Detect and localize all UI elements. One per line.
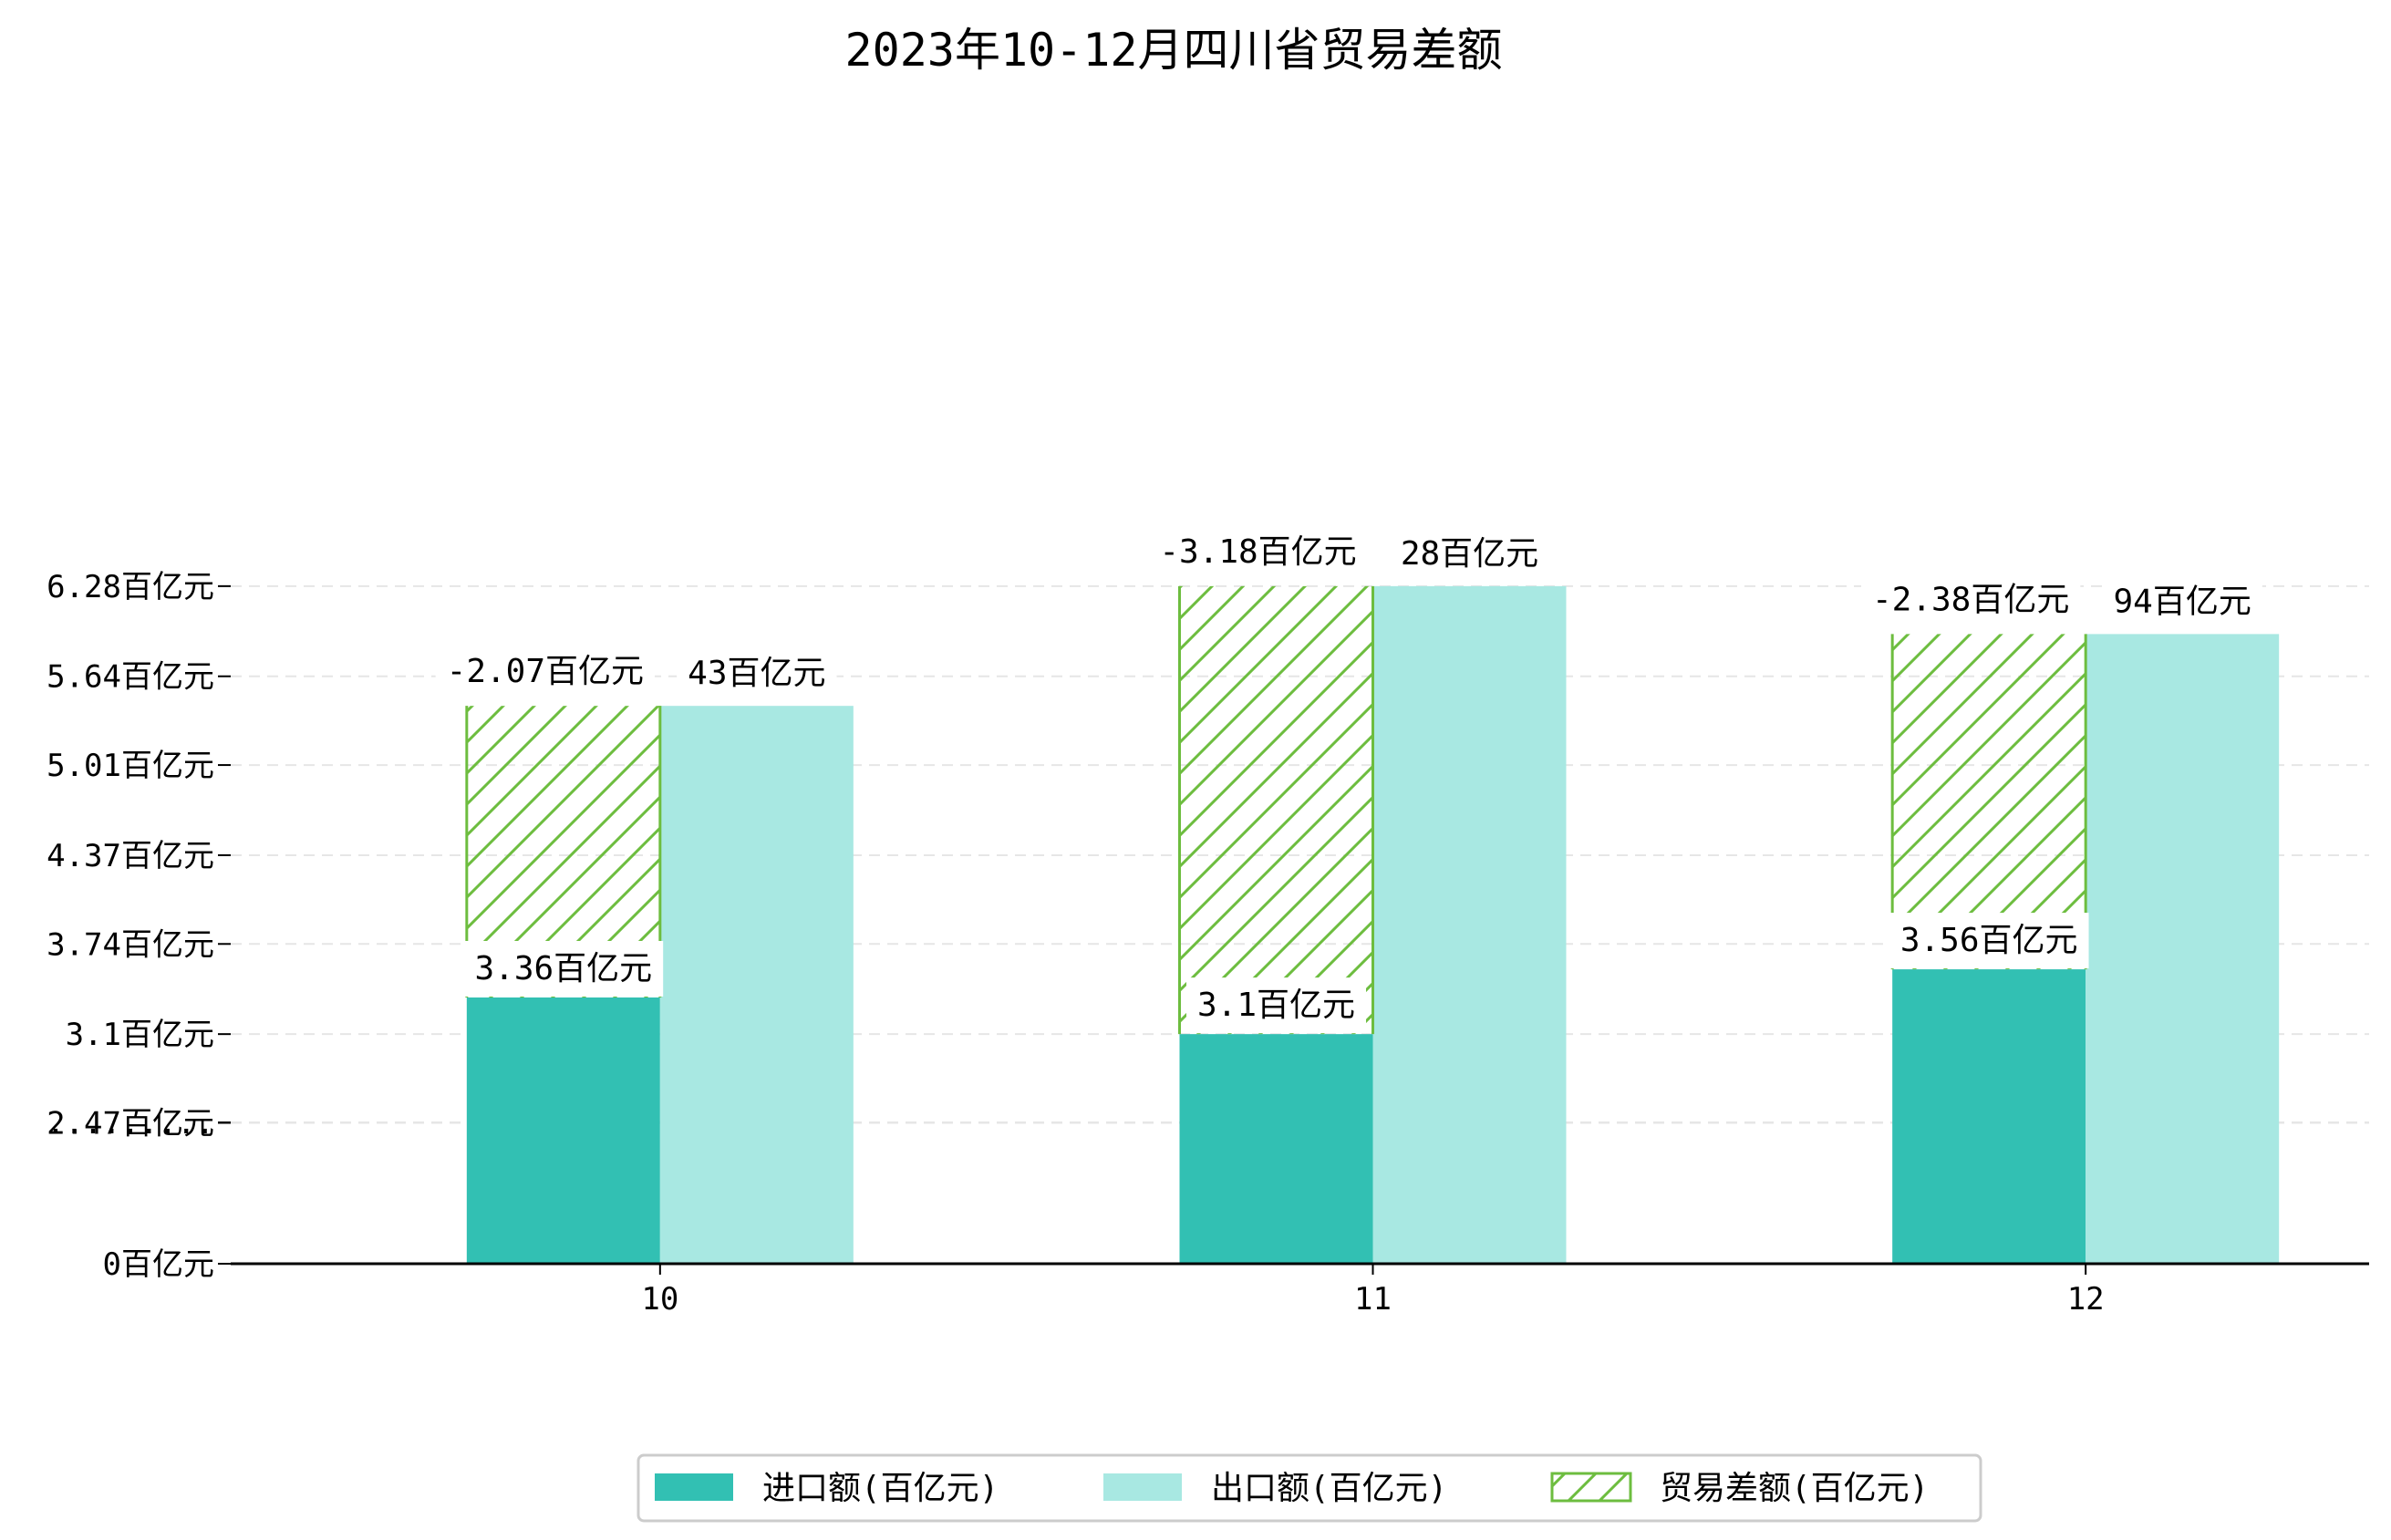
- label-export: 94百亿元: [2102, 574, 2262, 630]
- label-import: 3.36百亿元: [463, 940, 664, 997]
- y-tick-label: 3.74百亿元: [47, 926, 214, 963]
- y-tick-label: 0百亿元: [103, 1246, 214, 1283]
- label-balance: -3.18百亿元: [1148, 523, 1368, 580]
- data-label-bg: [677, 646, 837, 702]
- y-tick-label: 5.64百亿元: [47, 659, 214, 696]
- bar-import: [1179, 1034, 1373, 1264]
- data-label-bg: [1148, 523, 1368, 580]
- data-label: 43百亿元: [688, 655, 825, 692]
- data-label-bg: [1889, 913, 2089, 969]
- x-tick-label: 12: [2067, 1281, 2105, 1318]
- legend-label: 出口额(百亿元): [1211, 1470, 1447, 1507]
- legend-item: 贸易差额(百亿元): [1550, 1470, 1929, 1507]
- legend[interactable]: 进口额(百亿元) 出口额(百亿元) 贸易差额(百亿元): [637, 1453, 1982, 1523]
- legend-swatch: [655, 1473, 733, 1501]
- legend-frame: [637, 1453, 1982, 1523]
- data-label-bg: [1860, 572, 2081, 628]
- y-tick-label: 5.01百亿元: [47, 748, 214, 784]
- legend-item: 进口额(百亿元): [655, 1470, 999, 1507]
- x-tick-label: 11: [1354, 1281, 1392, 1318]
- legend-item: 出口额(百亿元): [1103, 1470, 1447, 1507]
- label-import: 3.56百亿元: [1889, 913, 2089, 969]
- data-label: -2.07百亿元: [447, 653, 644, 690]
- data-label: 94百亿元: [2113, 583, 2251, 620]
- legend-label: 进口额(百亿元): [762, 1470, 999, 1507]
- data-label-bg: [1185, 977, 1367, 1034]
- y-axis: 0百亿元.........2.47百亿元 3.1百亿元 3.74百亿元 4.37百亿元…: [47, 569, 231, 1283]
- bar-export: [2086, 634, 2280, 1264]
- label-balance: -2.07百亿元: [435, 644, 656, 700]
- data-label: -3.18百亿元: [1159, 533, 1356, 571]
- label-export: 28百亿元: [1389, 525, 1550, 582]
- data-label-bg: [2102, 574, 2262, 630]
- bar-import: [1892, 969, 2086, 1264]
- bar-import: [466, 997, 660, 1264]
- data-label-bg: [1389, 525, 1550, 582]
- data-label: 3.56百亿元: [1900, 922, 2078, 959]
- chart-title: 2023年10-12月四川省贸易差额: [845, 24, 1503, 77]
- data-label: 28百亿元: [1401, 535, 1538, 573]
- bar-export: [1372, 585, 1567, 1264]
- label-export: 43百亿元: [677, 646, 837, 702]
- bars: [465, 585, 2280, 1264]
- label-balance: -2.38百亿元: [1860, 572, 2081, 628]
- data-label-bg: [435, 644, 656, 700]
- y-tick-label: .........: [47, 1105, 214, 1142]
- legend-swatch: [1550, 1472, 1632, 1503]
- y-tick-label: 4.37百亿元: [47, 838, 214, 874]
- y-tick-label: 6.28百亿元: [47, 569, 214, 605]
- data-label: 3.36百亿元: [474, 950, 652, 987]
- x-tick-label: 10: [641, 1281, 678, 1318]
- bar-balance: [1179, 585, 1373, 1035]
- data-labels: 3.36百亿元 -2.07百亿元 43百亿元 3.1百亿元 -3.18百亿元 28百亿元 3…: [435, 523, 2262, 1034]
- data-label: -2.38百亿元: [1872, 581, 2069, 618]
- x-axis: 10 11 12: [231, 1262, 2369, 1318]
- bar-export: [659, 706, 854, 1264]
- y-tick-label: 2.47百亿元: [47, 1106, 214, 1142]
- legend-swatch: [1103, 1473, 1182, 1501]
- data-label: 3.1百亿元: [1197, 987, 1355, 1024]
- label-import: 3.1百亿元: [1185, 977, 1367, 1034]
- legend-label: 贸易差额(百亿元): [1660, 1470, 1929, 1507]
- y-tick-label: 3.1百亿元: [66, 1017, 214, 1053]
- data-label-bg: [463, 940, 664, 997]
